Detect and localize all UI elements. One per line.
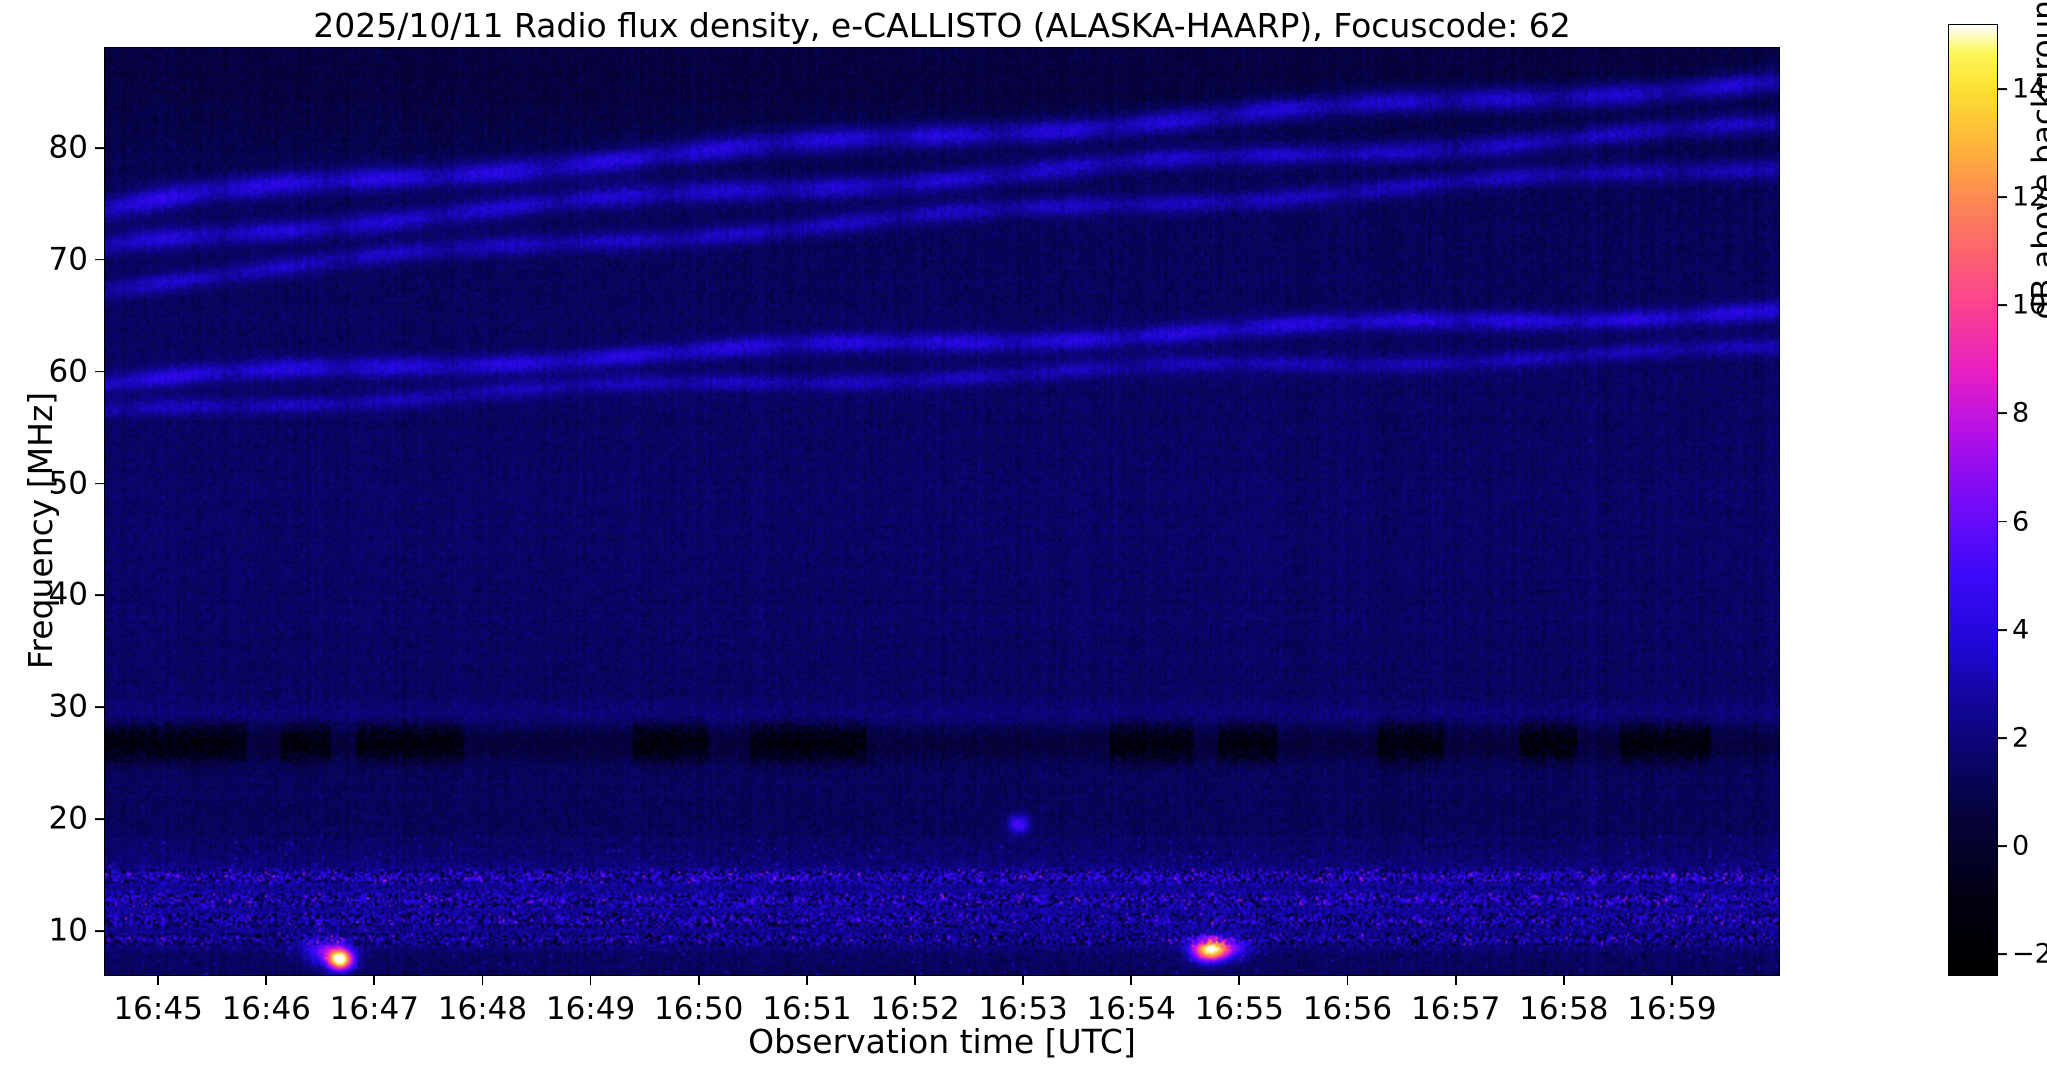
colorbar-tick-mark bbox=[1998, 304, 2007, 307]
y-axis-tick-label: 50 bbox=[48, 465, 88, 502]
colorbar-tick-label: 14 bbox=[2012, 73, 2047, 105]
x-axis-tick-mark bbox=[265, 976, 268, 985]
y-axis-ticks: 80 70 60 50 40 30 20 10 bbox=[0, 47, 104, 976]
colorbar-tick-mark bbox=[1998, 196, 2007, 198]
colorbar-tick-label: 6 bbox=[2012, 506, 2030, 538]
colorbar-tick-mark bbox=[1998, 628, 2007, 631]
colorbar-tick-label: 0 bbox=[2012, 830, 2030, 862]
y-axis-tick-mark bbox=[95, 370, 104, 373]
x-axis-title: Observation time [UTC] bbox=[748, 1022, 1136, 1061]
y-axis-tick-label: 40 bbox=[48, 576, 88, 613]
x-axis-tick-mark bbox=[1670, 976, 1673, 985]
y-axis-tick-mark bbox=[95, 706, 104, 709]
y-axis-tick-mark bbox=[95, 930, 104, 933]
x-axis-tick-label: 16:48 bbox=[437, 991, 528, 1027]
y-axis-tick-mark bbox=[95, 594, 104, 597]
colorbar-tick-mark bbox=[1998, 520, 2007, 523]
y-axis-tick-mark bbox=[95, 258, 104, 261]
x-axis-tick-label: 16:46 bbox=[221, 991, 311, 1027]
x-axis-tick-mark bbox=[481, 976, 484, 985]
colorbar-title: dB above background bbox=[2026, 0, 2047, 320]
x-axis-tick-mark bbox=[1238, 976, 1241, 985]
colorbar-tick-label: 4 bbox=[2012, 614, 2030, 646]
plot-area bbox=[104, 47, 1780, 976]
colorbar-ticks: −2 0 2 4 6 8 10 12 14 bbox=[1998, 24, 2047, 976]
x-axis-tick-label: 16:56 bbox=[1302, 991, 1393, 1027]
x-axis-tick-mark bbox=[697, 976, 700, 985]
x-axis-tick-label: 16:45 bbox=[113, 991, 203, 1027]
x-axis-tick-mark bbox=[157, 976, 160, 985]
x-axis-tick-label: 16:53 bbox=[978, 991, 1068, 1027]
colorbar-tick-mark bbox=[1998, 845, 2007, 848]
x-axis-tick-label: 16:50 bbox=[653, 991, 744, 1027]
y-axis-tick-mark bbox=[95, 818, 104, 821]
x-axis-tick-label: 16:49 bbox=[545, 991, 636, 1027]
spectrogram-heatmap bbox=[105, 48, 1779, 975]
y-axis-tick-label: 10 bbox=[48, 912, 88, 949]
x-axis-tick-mark bbox=[806, 976, 808, 985]
colorbar-tick-mark bbox=[1998, 412, 2007, 415]
x-axis-tick-label: 16:57 bbox=[1411, 991, 1501, 1027]
x-axis-tick-label: 16:55 bbox=[1194, 991, 1284, 1027]
x-axis-tick-label: 16:58 bbox=[1519, 991, 1609, 1027]
x-axis-tick-mark bbox=[373, 976, 376, 985]
x-axis-tick-mark bbox=[1562, 976, 1565, 985]
colorbar-tick-label: 10 bbox=[2012, 289, 2047, 321]
y-axis-tick-label: 20 bbox=[48, 800, 88, 837]
x-axis-tick-mark bbox=[914, 976, 916, 985]
x-axis-tick-label: 16:47 bbox=[329, 991, 419, 1027]
colorbar bbox=[1948, 24, 1998, 976]
x-axis-tick-label: 16:52 bbox=[870, 991, 960, 1027]
x-axis-tick-mark bbox=[589, 976, 592, 985]
x-axis-tick-mark bbox=[1346, 976, 1349, 985]
colorbar-tick-mark bbox=[1998, 953, 2007, 956]
x-axis-tick-label: 16:54 bbox=[1086, 991, 1176, 1027]
page-title: 2025/10/11 Radio flux density, e-CALLIST… bbox=[313, 6, 1571, 45]
y-axis-tick-label: 80 bbox=[48, 129, 88, 166]
colorbar-tick-label: −2 bbox=[2012, 938, 2047, 970]
x-axis-tick-label: 16:51 bbox=[762, 991, 852, 1027]
colorbar-tick-label: 2 bbox=[2012, 722, 2030, 754]
colorbar-tick-label: 12 bbox=[2012, 181, 2047, 213]
x-axis-tick-mark bbox=[1022, 976, 1024, 985]
y-axis-tick-label: 30 bbox=[48, 688, 88, 725]
x-axis-tick-mark bbox=[1454, 976, 1457, 985]
colorbar-tick-mark bbox=[1998, 88, 2007, 90]
x-axis-ticks: 16:45 16:46 16:47 16:48 16:49 16:50 16:51 16:52… bbox=[104, 976, 1780, 1036]
y-axis-tick-label: 70 bbox=[48, 241, 88, 278]
colorbar-tick-mark bbox=[1998, 737, 2007, 739]
y-axis-tick-mark bbox=[95, 482, 104, 485]
colorbar-gradient bbox=[1949, 25, 1997, 975]
colorbar-tick-label: 8 bbox=[2012, 397, 2030, 429]
y-axis-tick-label: 60 bbox=[48, 353, 88, 390]
x-axis-tick-mark bbox=[1130, 976, 1133, 985]
x-axis-tick-label: 16:59 bbox=[1627, 991, 1717, 1027]
y-axis-tick-mark bbox=[95, 146, 104, 149]
